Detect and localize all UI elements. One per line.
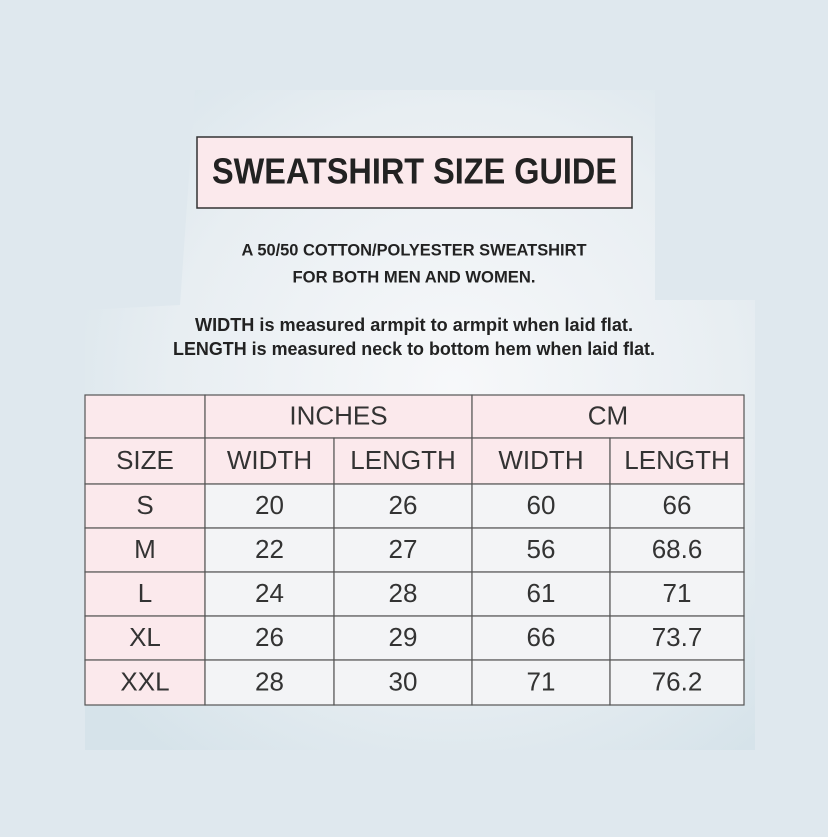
measurement: 60 bbox=[527, 490, 556, 520]
column-header: LENGTH bbox=[350, 445, 455, 475]
description-line: A 50/50 COTTON/POLYESTER SWEATSHIRT bbox=[242, 240, 588, 259]
measurement: 29 bbox=[389, 622, 418, 652]
table-cell bbox=[333, 659, 473, 706]
table-cell bbox=[204, 527, 335, 573]
table-cell bbox=[609, 615, 745, 661]
measurement: 28 bbox=[389, 578, 418, 608]
measurement: 22 bbox=[255, 534, 284, 564]
size-label: L bbox=[138, 578, 152, 608]
table-cell bbox=[84, 483, 206, 529]
column-header: SIZE bbox=[116, 445, 174, 475]
title: SWEATSHIRT SIZE GUIDE bbox=[212, 151, 617, 192]
description-line: FOR BOTH MEN AND WOMEN. bbox=[293, 267, 536, 286]
measurement: 24 bbox=[255, 578, 284, 608]
column-header: LENGTH bbox=[624, 445, 729, 475]
table-cell bbox=[609, 483, 745, 529]
size-label: XL bbox=[129, 622, 161, 652]
measurement: 56 bbox=[527, 534, 556, 564]
table-cell bbox=[204, 437, 335, 485]
note-line: LENGTH is measured neck to bottom hem wh… bbox=[173, 339, 655, 359]
table-cell bbox=[204, 615, 335, 661]
table-cell bbox=[471, 659, 611, 706]
table-cell bbox=[333, 437, 473, 485]
measurement: 71 bbox=[663, 578, 692, 608]
table-cell bbox=[471, 571, 611, 617]
measurement: 26 bbox=[255, 622, 284, 652]
table-cell bbox=[84, 527, 206, 573]
group-header: INCHES bbox=[289, 400, 387, 430]
table-cell bbox=[471, 437, 611, 485]
table-cell bbox=[471, 615, 611, 661]
measurement: 30 bbox=[389, 666, 418, 696]
table-cell bbox=[471, 394, 745, 439]
table-cell bbox=[609, 659, 745, 706]
note-line: WIDTH is measured armpit to armpit when … bbox=[195, 315, 633, 335]
table-cell bbox=[84, 394, 206, 439]
table-cell bbox=[84, 615, 206, 661]
size-label: M bbox=[134, 534, 156, 564]
measurement: 20 bbox=[255, 490, 284, 520]
column-header: WIDTH bbox=[227, 445, 312, 475]
group-header: CM bbox=[588, 400, 628, 430]
measurement: 66 bbox=[663, 490, 692, 520]
title-box bbox=[196, 136, 633, 209]
measurement: 68.6 bbox=[652, 534, 703, 564]
measurement: 61 bbox=[527, 578, 556, 608]
size-label: XXL bbox=[120, 666, 169, 696]
table-cell bbox=[84, 659, 206, 706]
size-label: S bbox=[136, 490, 153, 520]
measurement: 27 bbox=[389, 534, 418, 564]
measurement: 26 bbox=[389, 490, 418, 520]
table-cell bbox=[84, 571, 206, 617]
table-cell bbox=[204, 659, 335, 706]
table-cell bbox=[609, 527, 745, 573]
measurement: 73.7 bbox=[652, 622, 703, 652]
column-header: WIDTH bbox=[498, 445, 583, 475]
table-cell bbox=[609, 437, 745, 485]
measurement: 66 bbox=[527, 622, 556, 652]
table-cell bbox=[471, 483, 611, 529]
table-cell bbox=[609, 571, 745, 617]
measurement: 76.2 bbox=[652, 666, 703, 696]
measurement: 71 bbox=[527, 666, 556, 696]
table-cell bbox=[333, 483, 473, 529]
size-table: INCHES CM SIZE WIDTH LENGTH WIDTH LENGTH S 20 26 6… bbox=[84, 394, 745, 706]
measurement: 28 bbox=[255, 666, 284, 696]
